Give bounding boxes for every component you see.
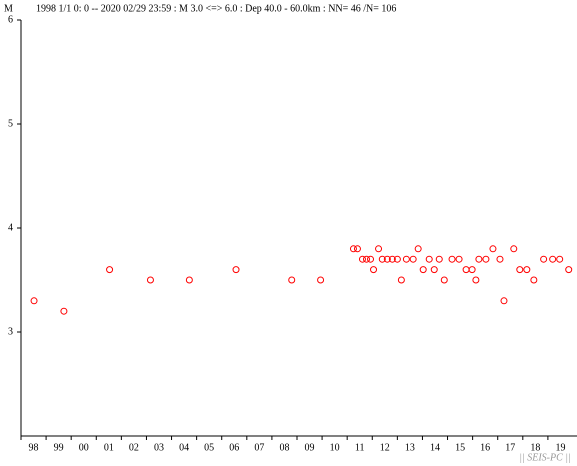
point <box>523 266 531 274</box>
point <box>455 255 463 263</box>
point <box>549 255 557 263</box>
x-tick-label: 15 <box>455 442 465 453</box>
point <box>540 255 548 263</box>
x-tick-label: 98 <box>29 442 39 453</box>
point <box>472 276 480 284</box>
y-axis-label: M <box>4 3 13 14</box>
point <box>362 255 370 263</box>
point <box>375 245 383 253</box>
point <box>60 307 68 315</box>
point <box>425 255 433 263</box>
point <box>468 266 476 274</box>
x-tick-label: 05 <box>204 442 214 453</box>
x-tick-label: 10 <box>330 442 340 453</box>
point <box>288 276 296 284</box>
point <box>358 255 366 263</box>
x-tick-label: 12 <box>380 442 390 453</box>
point <box>462 266 470 274</box>
point <box>353 245 361 253</box>
x-tick-label: 03 <box>154 442 164 453</box>
point <box>409 255 417 263</box>
point <box>496 255 504 263</box>
x-tick-label: 01 <box>104 442 114 453</box>
point <box>448 255 456 263</box>
point <box>419 266 427 274</box>
x-tick-label: 16 <box>480 442 490 453</box>
point <box>370 266 378 274</box>
point <box>435 255 443 263</box>
footer: || SEIS-PC || <box>519 452 571 463</box>
point <box>388 255 396 263</box>
point <box>232 266 240 274</box>
x-tick-label: 02 <box>129 442 139 453</box>
point <box>367 255 375 263</box>
x-tick-label: 06 <box>229 442 239 453</box>
point <box>475 255 483 263</box>
point <box>556 255 564 263</box>
point <box>440 276 448 284</box>
chart-title: 1998 1/1 0: 0 -- 2020 02/29 23:59 : M 3.… <box>36 3 396 14</box>
point <box>30 297 38 305</box>
x-tick-label: 00 <box>79 442 89 453</box>
point <box>414 245 422 253</box>
x-tick-label: 11 <box>355 442 365 453</box>
point <box>489 245 497 253</box>
point <box>378 255 386 263</box>
x-tick-label: 17 <box>505 442 515 453</box>
point <box>106 266 114 274</box>
point <box>185 276 193 284</box>
x-tick-label: 19 <box>555 442 565 453</box>
x-tick-label: 18 <box>530 442 540 453</box>
y-tick-label: 6 <box>8 14 13 25</box>
y-tick-label: 5 <box>8 118 13 129</box>
point <box>516 266 524 274</box>
y-tick-label: 4 <box>8 222 13 233</box>
point <box>393 255 401 263</box>
point <box>349 245 357 253</box>
x-tick-label: 04 <box>179 442 189 453</box>
x-tick-label: 13 <box>405 442 415 453</box>
point <box>565 266 573 274</box>
x-tick-label: 08 <box>279 442 289 453</box>
x-tick-label: 99 <box>54 442 64 453</box>
point <box>402 255 410 263</box>
point <box>500 297 508 305</box>
point <box>317 276 325 284</box>
point <box>397 276 405 284</box>
x-tick-label: 07 <box>254 442 264 453</box>
point <box>146 276 154 284</box>
x-tick-label: 09 <box>305 442 315 453</box>
x-tick-label: 14 <box>430 442 440 453</box>
y-tick-label: 3 <box>8 326 13 337</box>
point <box>530 276 538 284</box>
point <box>430 266 438 274</box>
point <box>383 255 391 263</box>
point <box>510 245 518 253</box>
point <box>482 255 490 263</box>
